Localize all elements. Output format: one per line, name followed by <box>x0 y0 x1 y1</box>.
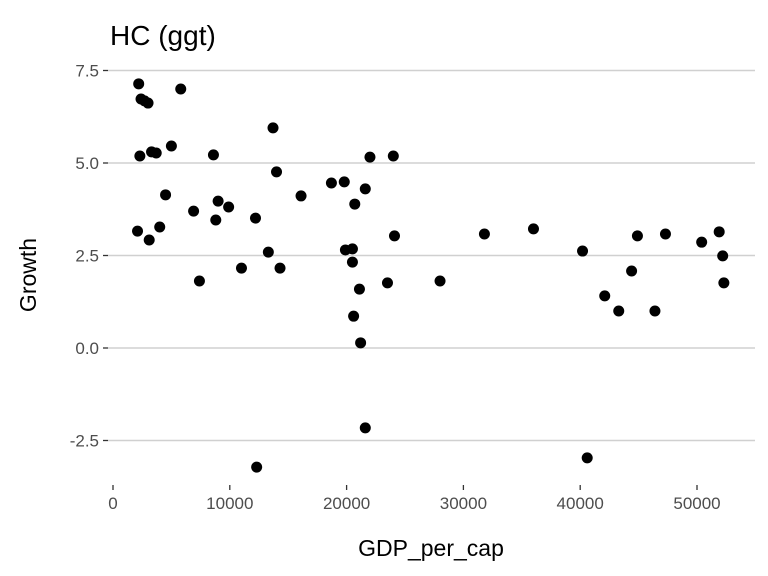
data-points <box>132 78 730 473</box>
data-point <box>626 265 638 277</box>
x-tick-label: 20000 <box>323 494 370 513</box>
data-point <box>349 198 361 210</box>
data-point <box>160 189 172 201</box>
data-point <box>381 277 393 289</box>
data-point <box>235 262 247 274</box>
data-point <box>387 150 399 162</box>
data-point <box>207 149 219 161</box>
data-point <box>295 190 307 202</box>
data-point <box>267 122 279 134</box>
data-point <box>271 166 283 178</box>
chart-title: HC (ggt) <box>110 20 216 51</box>
data-point <box>718 277 730 289</box>
x-tick-label: 10000 <box>206 494 253 513</box>
data-point <box>193 275 205 287</box>
data-point <box>142 97 154 109</box>
data-point <box>631 230 643 242</box>
y-axis: -2.5 0.0 2.5 5.0 7.5 <box>70 62 108 451</box>
data-point <box>133 78 145 90</box>
data-point <box>613 305 625 317</box>
data-point <box>388 230 400 242</box>
data-point <box>717 250 729 262</box>
x-tick-label: 30000 <box>440 494 487 513</box>
data-point <box>346 256 358 268</box>
data-point <box>478 228 490 240</box>
data-point <box>577 245 589 257</box>
data-point <box>696 236 708 248</box>
gridlines <box>108 69 755 442</box>
data-point <box>325 177 337 189</box>
y-axis-label: Growth <box>15 238 41 312</box>
data-point <box>355 337 367 349</box>
data-point <box>359 183 371 195</box>
data-point <box>175 83 187 95</box>
data-point <box>346 243 358 255</box>
y-tick-label: 2.5 <box>75 247 99 266</box>
data-point <box>134 150 146 162</box>
x-axis: 0 10000 20000 30000 40000 50000 <box>108 485 721 513</box>
data-point <box>713 226 725 238</box>
data-point <box>143 234 155 246</box>
data-point <box>649 305 661 317</box>
x-tick-label: 50000 <box>673 494 720 513</box>
data-point <box>165 140 177 152</box>
y-tick-label: -2.5 <box>70 432 99 451</box>
data-point <box>581 452 593 464</box>
data-point <box>210 214 222 226</box>
data-point <box>434 275 446 287</box>
data-point <box>359 422 371 434</box>
data-point <box>212 195 224 207</box>
data-point <box>251 461 263 473</box>
x-axis-label: GDP_per_cap <box>358 535 504 561</box>
data-point <box>353 283 365 295</box>
data-point <box>150 147 162 159</box>
data-point <box>659 228 671 240</box>
data-point <box>262 246 274 258</box>
data-point <box>599 290 611 302</box>
data-point <box>154 221 166 233</box>
data-point <box>274 262 286 274</box>
x-tick-label: 0 <box>108 494 117 513</box>
data-point <box>338 176 350 188</box>
data-point <box>249 212 261 224</box>
data-point <box>348 310 360 322</box>
y-tick-label: 7.5 <box>75 62 99 81</box>
data-point <box>188 205 200 217</box>
y-tick-label: 0.0 <box>75 339 99 358</box>
data-point <box>527 223 539 235</box>
data-point <box>364 151 376 163</box>
data-point <box>223 201 235 213</box>
x-tick-label: 40000 <box>557 494 604 513</box>
y-tick-label: 5.0 <box>75 154 99 173</box>
data-point <box>132 225 144 237</box>
